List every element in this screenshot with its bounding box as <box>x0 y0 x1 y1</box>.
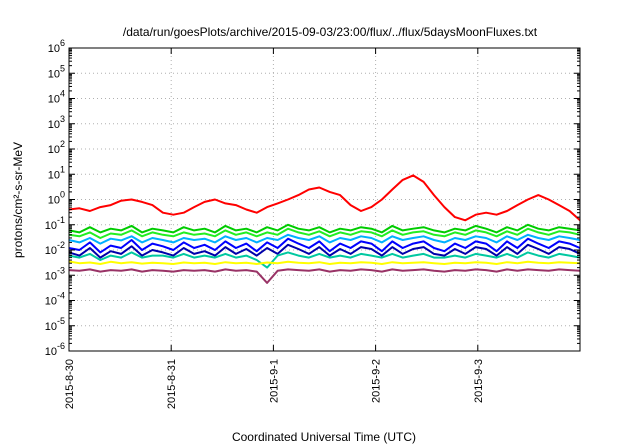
y-tick-label: 102 <box>48 139 65 156</box>
series-line <box>68 243 581 259</box>
x-axis-ticks: 2015-8-30 2015-8-31 2015-9-1 2015-9-2 2015-9… <box>64 48 485 409</box>
y-tick-label: 100 <box>48 190 65 207</box>
y-axis-label: protons/cm²-s-sr-MeV <box>11 142 25 258</box>
x-tick-label: 2015-9-1 <box>268 359 280 403</box>
y-axis-ticks: 10-6 10-5 10-4 10-3 10-2 10-1 100 101 102 103 104 1… <box>45 38 580 358</box>
series-line <box>68 233 581 245</box>
series-line <box>68 223 581 234</box>
data-series <box>68 174 581 284</box>
y-tick-label: 10-5 <box>45 316 65 333</box>
series-line <box>68 227 581 239</box>
x-axis-label: Coordinated Universal Time (UTC) <box>232 430 416 444</box>
series-line <box>68 260 581 265</box>
x-tick-label: 2015-8-31 <box>166 359 178 409</box>
y-tick-label: 10-6 <box>45 341 65 358</box>
x-tick-label: 2015-9-3 <box>473 359 485 403</box>
x-tick-label: 2015-8-30 <box>64 359 76 409</box>
series-line <box>68 268 581 284</box>
series-line <box>68 174 581 222</box>
y-tick-label: 106 <box>48 38 65 55</box>
y-tick-label: 105 <box>48 63 65 80</box>
series-line <box>68 251 581 269</box>
y-tick-label: 10-3 <box>45 265 65 282</box>
y-tick-label: 104 <box>48 89 65 106</box>
y-tick-label: 101 <box>48 164 65 181</box>
y-tick-label: 10-4 <box>45 291 65 308</box>
chart-title: /data/run/goesPlots/archive/2015-09-03/2… <box>123 25 538 39</box>
x-tick-label: 2015-9-2 <box>371 359 383 403</box>
grid-lines <box>69 47 580 352</box>
y-tick-label: 10-2 <box>45 240 65 257</box>
y-tick-label: 10-1 <box>45 215 65 232</box>
series-line <box>68 237 581 254</box>
y-tick-label: 103 <box>48 114 65 131</box>
